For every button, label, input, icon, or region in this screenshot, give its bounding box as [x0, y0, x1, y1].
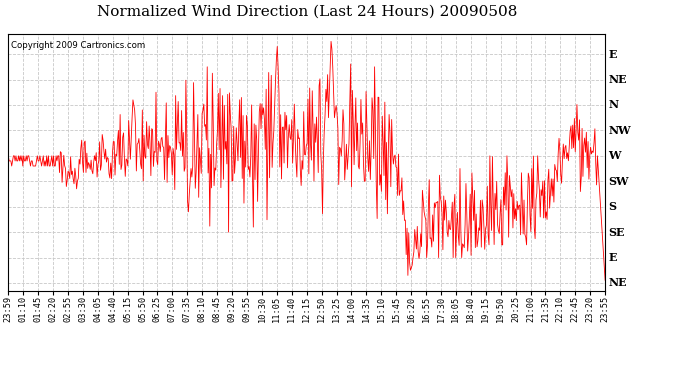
Text: E: E [609, 49, 617, 60]
Text: NE: NE [609, 74, 627, 85]
Text: SW: SW [609, 176, 629, 187]
Text: SE: SE [609, 226, 625, 238]
Text: Normalized Wind Direction (Last 24 Hours) 20090508: Normalized Wind Direction (Last 24 Hours… [97, 5, 517, 19]
Text: W: W [609, 150, 621, 161]
Text: S: S [609, 201, 617, 212]
Text: NW: NW [609, 125, 631, 136]
Text: E: E [609, 252, 617, 263]
Text: Copyright 2009 Cartronics.com: Copyright 2009 Cartronics.com [11, 42, 146, 51]
Text: N: N [609, 99, 619, 111]
Text: NE: NE [609, 278, 627, 288]
